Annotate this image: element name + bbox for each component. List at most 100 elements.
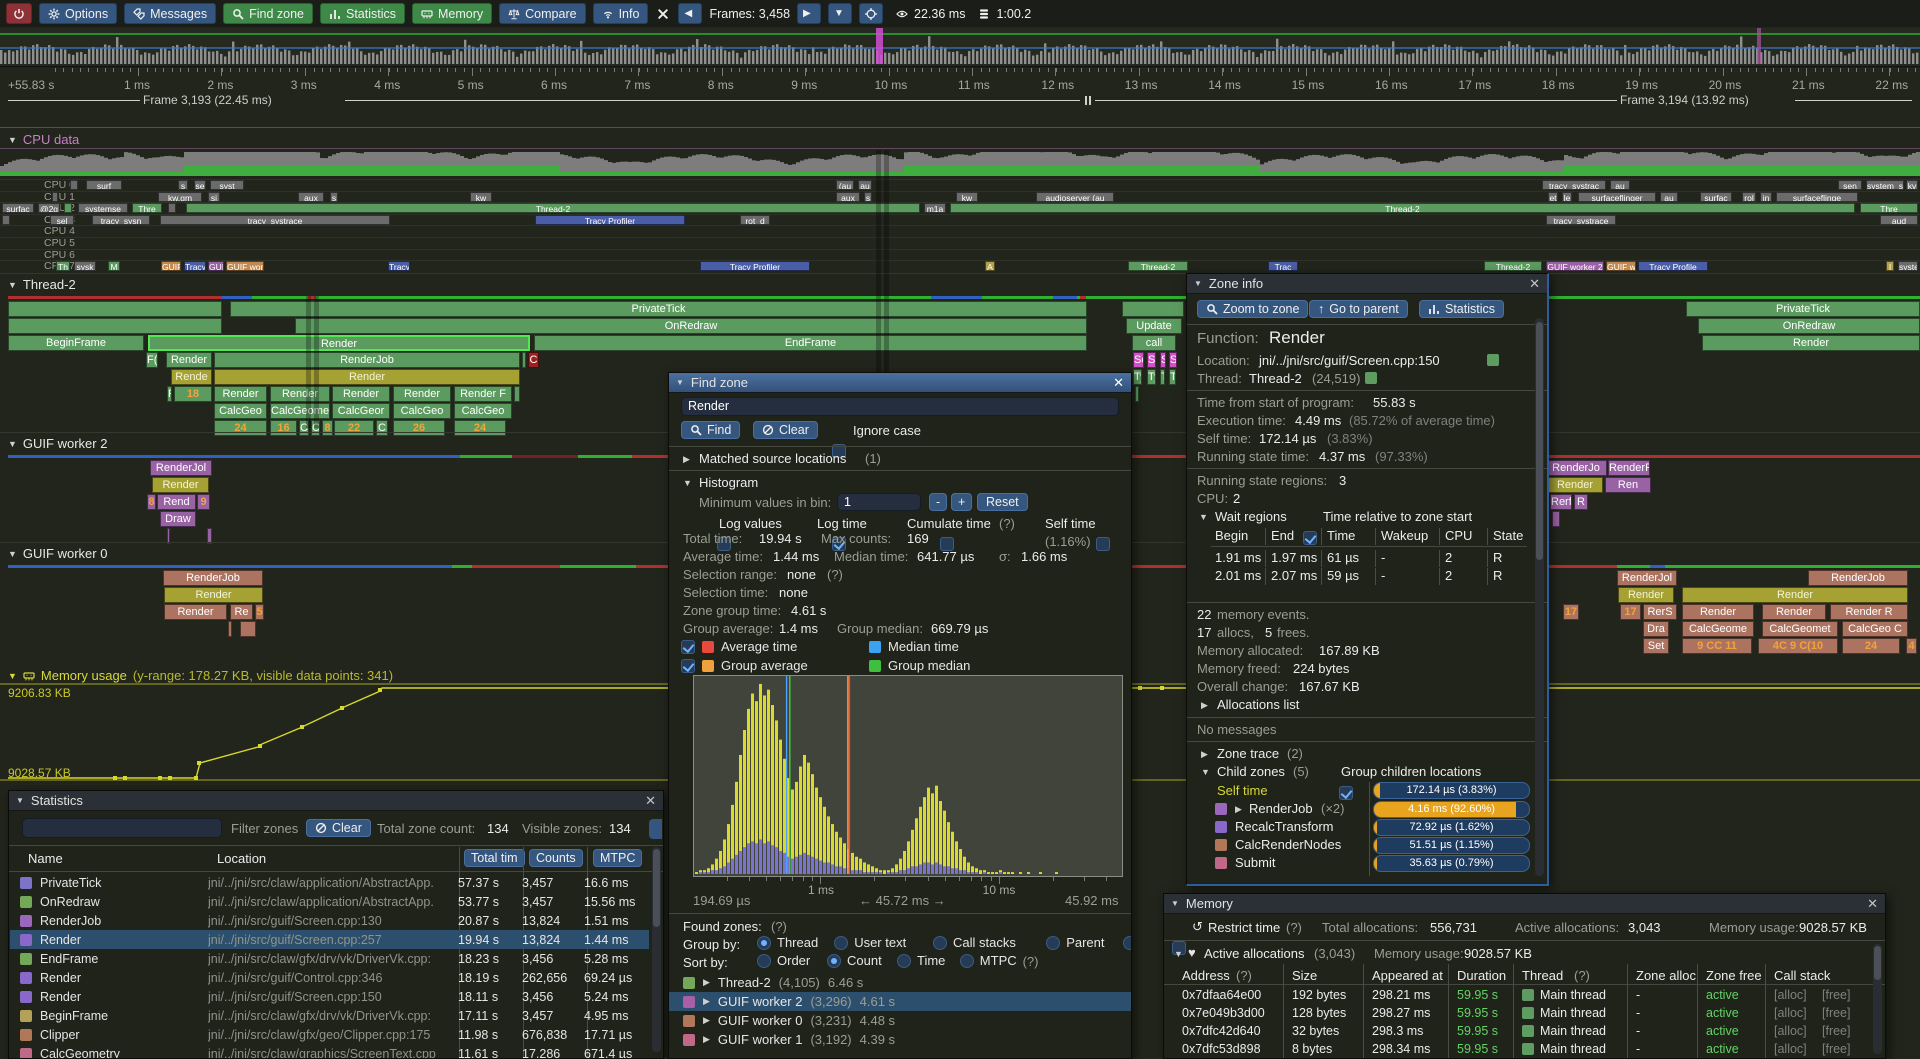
zone[interactable]: RenderJob <box>214 352 520 368</box>
thread-color-swatch[interactable] <box>1365 372 1377 384</box>
zone[interactable]: le <box>1562 192 1572 202</box>
zone[interactable] <box>1122 301 1184 317</box>
zone[interactable]: CalcGeome <box>270 403 330 419</box>
thread-header-guif-worker-2[interactable]: ▼GUIF worker 2 <box>8 436 107 451</box>
mem-col-header[interactable]: Call stack <box>1774 968 1830 983</box>
power-button[interactable] <box>6 3 32 24</box>
zone[interactable]: S <box>1169 352 1177 368</box>
zone[interactable]: si <box>208 192 220 202</box>
found-zone-thread-row[interactable]: ▶GUIF worker 2(3,296)4.61 s <box>669 992 1131 1011</box>
zone[interactable]: 8 <box>322 420 333 436</box>
zone[interactable]: 9 <box>197 494 210 510</box>
zone[interactable]: 18 <box>174 386 212 402</box>
zone[interactable]: Ti <box>1169 369 1176 385</box>
expand-icon[interactable]: ▶ <box>703 977 710 988</box>
zone[interactable]: Rerff <box>1550 494 1572 510</box>
zone[interactable]: kw <box>470 192 492 202</box>
zone[interactable]: Render <box>1618 587 1674 603</box>
allocations-list-label[interactable]: Allocations list <box>1217 697 1299 712</box>
zone[interactable]: CalcGeor <box>332 403 390 419</box>
zone[interactable]: rot_d <box>740 215 770 225</box>
mem-col-header[interactable]: Zone alloc <box>1636 968 1696 983</box>
zone[interactable]: EndFrame <box>534 335 1087 351</box>
zone[interactable]: tracy_systrace <box>1546 215 1616 225</box>
zone[interactable]: s <box>864 192 872 202</box>
zone[interactable]: PrivateTick <box>230 301 1087 317</box>
zone[interactable]: PrivateTick <box>1686 301 1920 317</box>
zone[interactable]: (au <box>836 180 854 190</box>
mem-col-header[interactable]: Zone free <box>1706 968 1762 983</box>
col-location[interactable]: Location <box>217 851 266 866</box>
expand-icon[interactable]: ▶ <box>1201 749 1208 760</box>
expand-icon[interactable]: ▶ <box>703 1034 710 1045</box>
expand-icon[interactable]: ▶ <box>683 454 690 465</box>
zone[interactable]: Render <box>1702 335 1920 351</box>
zone[interactable]: Tracy Profile <box>1638 261 1708 271</box>
zone[interactable]: 16 <box>270 420 297 436</box>
zone[interactable]: CalcGeo <box>454 403 512 419</box>
radio-option[interactable]: MTPC <box>960 953 1017 968</box>
zone[interactable]: C <box>528 352 539 368</box>
child-zone-name[interactable]: Submit <box>1235 855 1275 870</box>
Options-button[interactable]: Options <box>39 3 117 24</box>
filter-extra-button[interactable] <box>649 819 662 839</box>
zone[interactable]: Thread-2 <box>1484 261 1542 271</box>
zone[interactable]: sel <box>50 215 74 225</box>
child-zone-name[interactable]: RenderJob <box>1249 801 1313 816</box>
zone[interactable]: au <box>1610 180 1630 190</box>
zone[interactable]: GUIF w <box>1606 261 1636 271</box>
left-button[interactable]: ◀ <box>678 3 702 24</box>
zone[interactable]: RenderJol <box>1617 570 1677 586</box>
go-to-parent-button[interactable]: ↑Go to parent <box>1309 300 1408 318</box>
mem-col-header[interactable]: Size <box>1292 968 1317 983</box>
zone[interactable]: surfac <box>1700 192 1732 202</box>
source-color-swatch[interactable] <box>1487 354 1499 366</box>
zone[interactable]: Tracy I <box>388 261 410 271</box>
zone[interactable]: CalcGeo C <box>1842 621 1908 637</box>
zone[interactable]: Render <box>164 587 263 603</box>
zone[interactable]: et <box>1548 192 1558 202</box>
zone[interactable]: GUIF <box>161 261 181 271</box>
zone[interactable]: Update <box>1126 318 1182 334</box>
zone[interactable]: 8 <box>147 494 156 510</box>
zone[interactable]: Tracy <box>184 261 206 271</box>
zone[interactable]: system_s <box>1866 180 1904 190</box>
zone[interactable] <box>1135 386 1139 402</box>
zone[interactable]: se <box>194 180 206 190</box>
zone[interactable]: sysk <box>74 261 96 271</box>
radio-option[interactable]: Time <box>897 953 945 968</box>
zone[interactable]: RenderJol <box>150 460 212 476</box>
zone[interactable]: syste <box>1898 261 1918 271</box>
cpu-data-header[interactable]: ▼CPU data <box>8 132 79 147</box>
zone[interactable]: 17 <box>1620 604 1641 620</box>
mem-col-header[interactable]: Thread <box>1522 968 1563 983</box>
find-zone-titlebar[interactable]: ▼ Find zone ✕ <box>669 373 1131 393</box>
matched-locations-label[interactable]: Matched source locations <box>699 451 846 466</box>
help-mark[interactable]: (?) <box>1574 968 1590 983</box>
zone[interactable] <box>70 180 78 190</box>
zone[interactable]: CalcGeo <box>214 403 267 419</box>
scrollbar-thumb[interactable] <box>1536 322 1543 560</box>
zone[interactable]: aux <box>298 192 324 202</box>
zone[interactable]: Rende <box>171 369 212 385</box>
zone[interactable]: Render <box>148 335 530 351</box>
col-mtpc-button[interactable]: MTPC <box>593 849 642 867</box>
search-input[interactable]: Render <box>681 397 1119 416</box>
radio-option[interactable]: No grouping <box>1123 935 1132 950</box>
zone[interactable] <box>240 621 256 637</box>
zone[interactable]: kv <box>1906 180 1918 190</box>
zone[interactable]: F( <box>146 352 158 368</box>
zone[interactable]: RenderJob <box>1808 570 1908 586</box>
zone[interactable]: rol <box>1742 192 1756 202</box>
zone[interactable]: OnRedraw <box>295 318 1087 334</box>
down-button[interactable]: ▼ <box>828 3 852 24</box>
zone[interactable]: CalcGeomet <box>1762 621 1838 637</box>
zone[interactable]: Draw <box>160 511 196 527</box>
frame-histogram[interactable] <box>0 28 1920 66</box>
zone[interactable]: Thre <box>132 203 162 213</box>
zone[interactable]: Render <box>1682 604 1754 620</box>
